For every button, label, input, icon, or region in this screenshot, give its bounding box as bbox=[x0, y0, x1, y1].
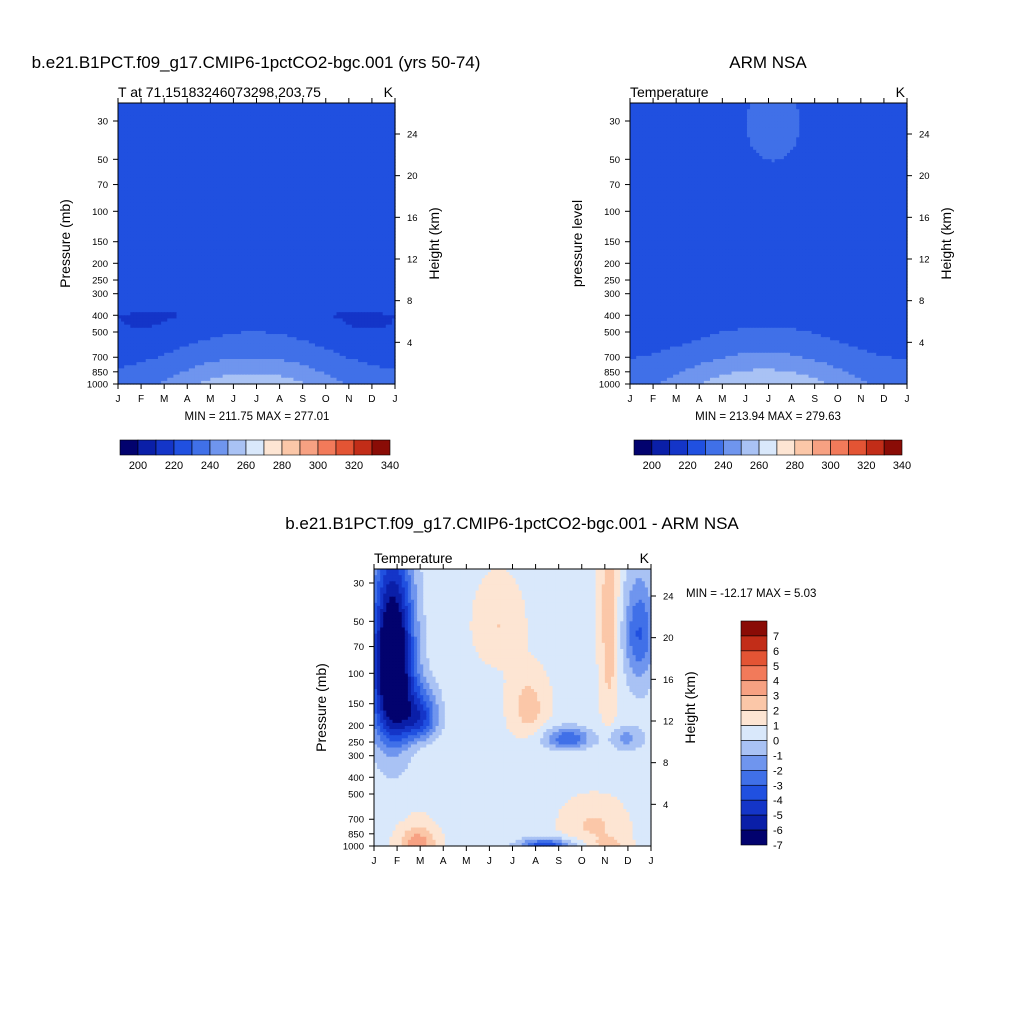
panel-model: J F M A M J J A S O N D J305070100150200250300400500… bbox=[57, 84, 442, 472]
heatmap-cells bbox=[118, 103, 396, 385]
figure-title-obs: ARM NSA bbox=[729, 53, 807, 72]
figure-title-difference: b.e21.B1PCT.f09_g17.CMIP6-1pctCO2-bgc.00… bbox=[285, 514, 739, 533]
figure-title-model: b.e21.B1PCT.f09_g17.CMIP6-1pctCO2-bgc.00… bbox=[32, 53, 481, 72]
